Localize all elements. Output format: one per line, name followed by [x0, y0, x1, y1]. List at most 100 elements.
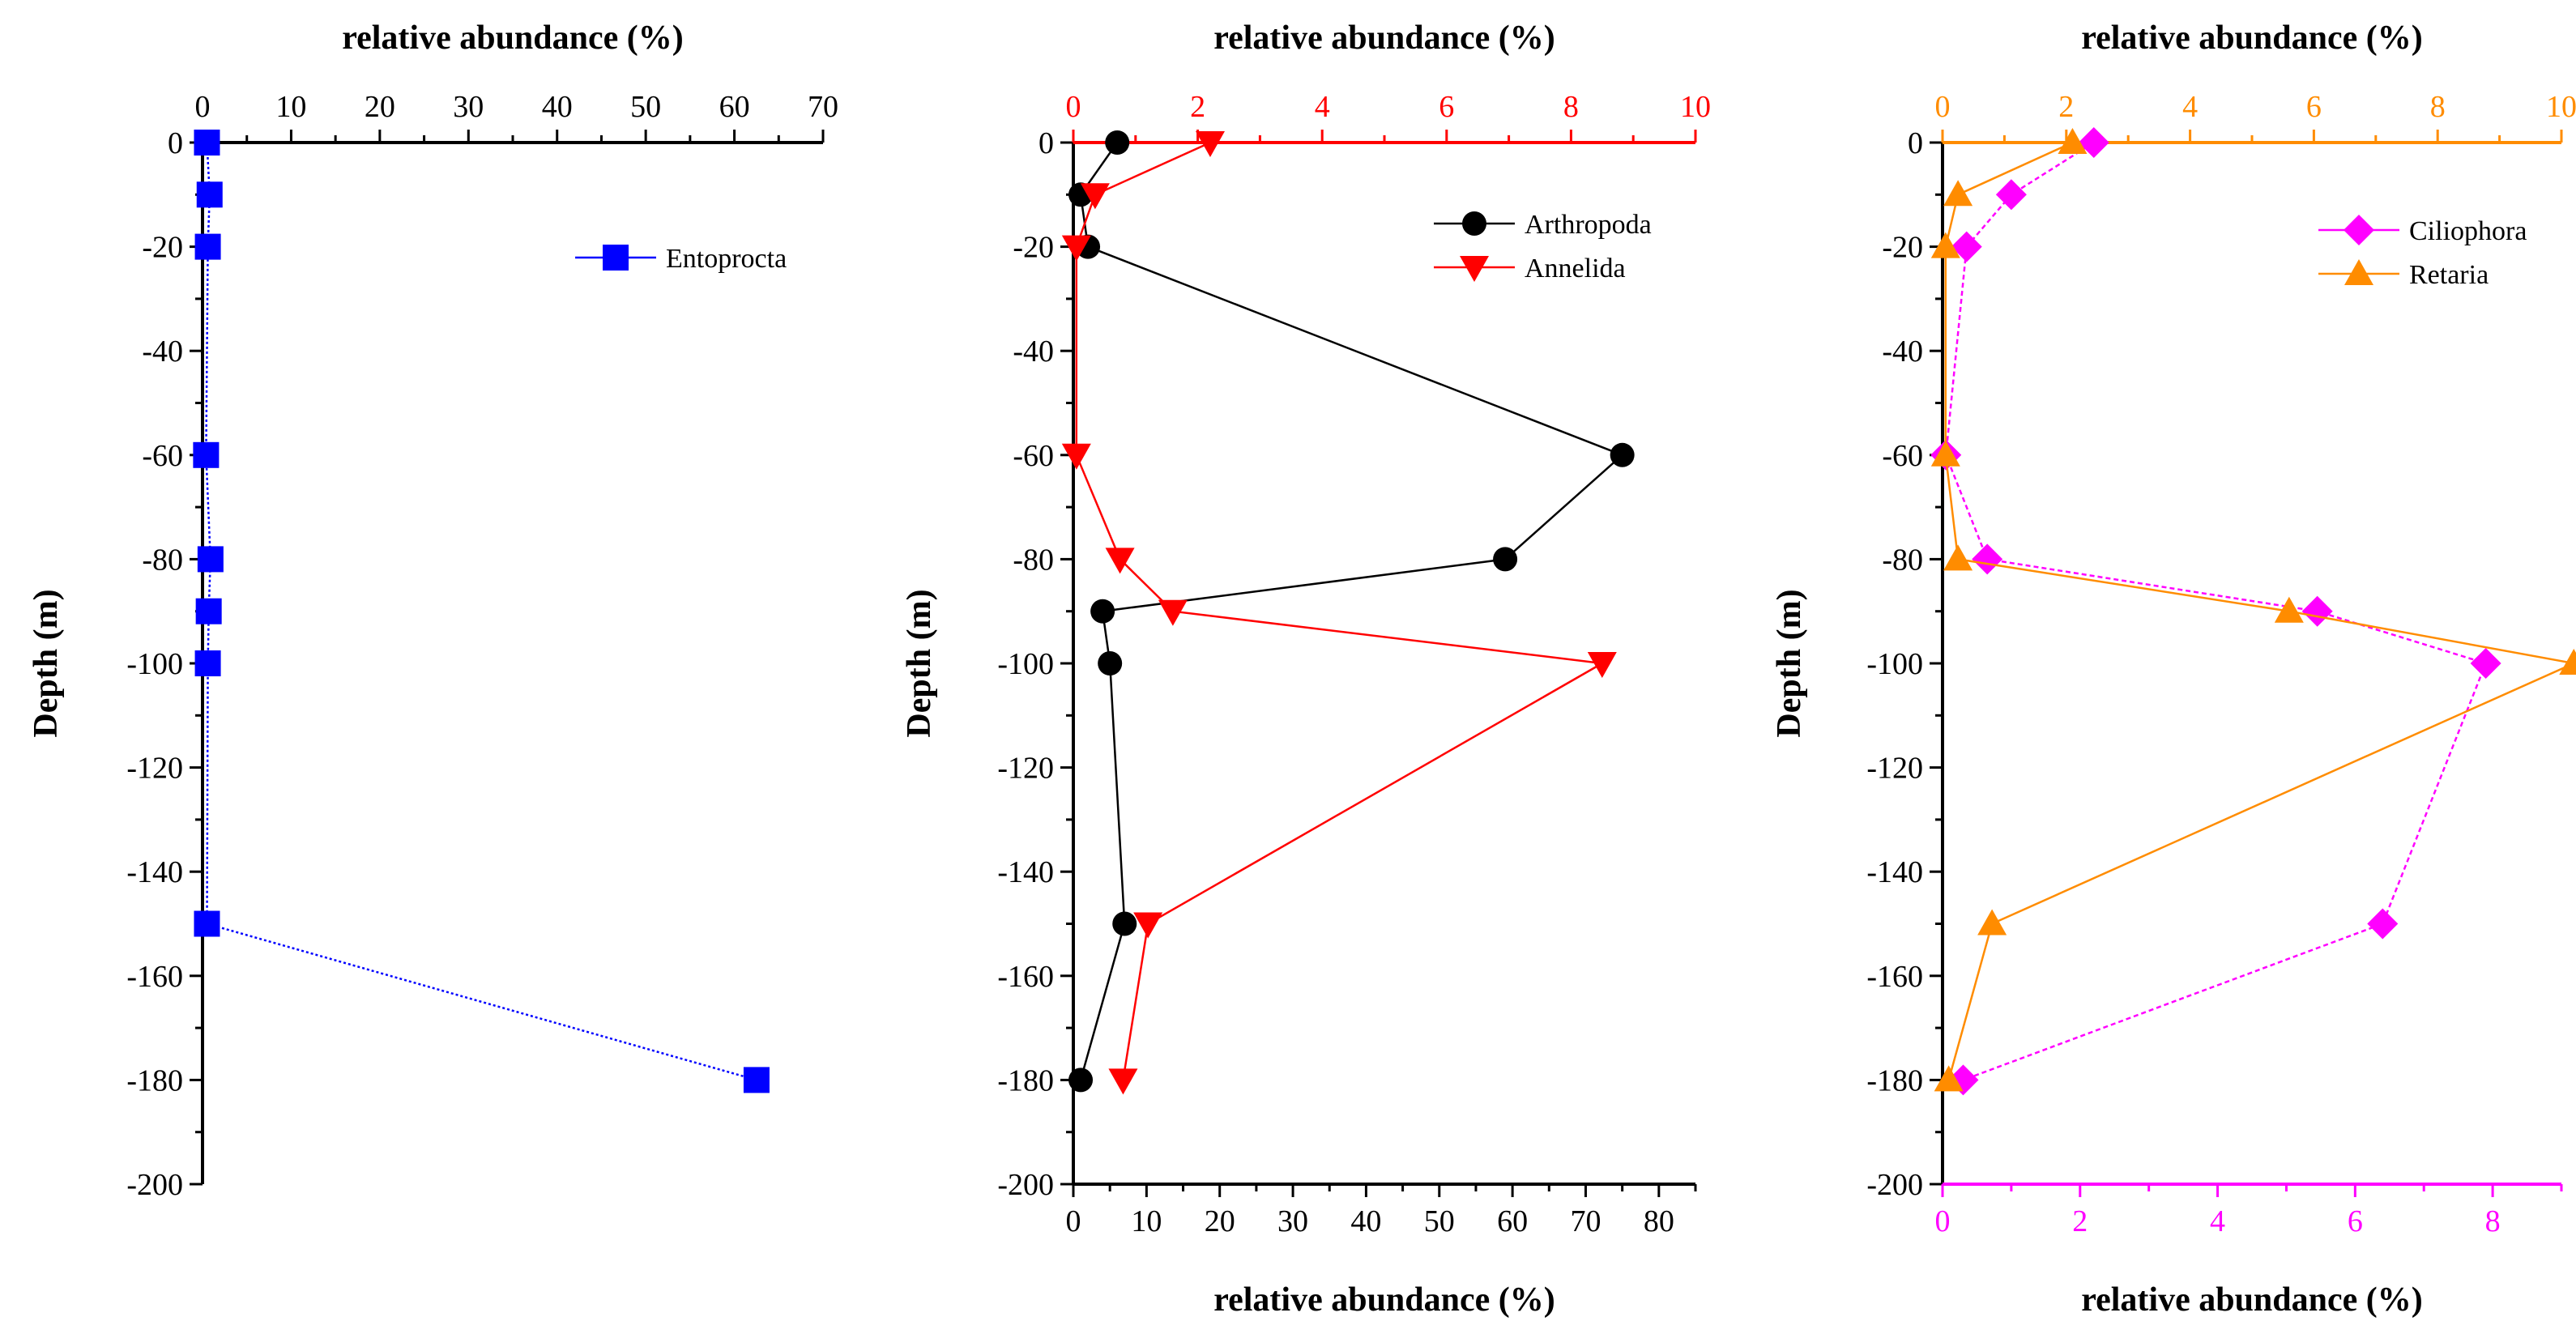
data-point-arthropoda	[1112, 911, 1137, 936]
top-tick-label: 6	[2306, 90, 2322, 124]
y-tick-label: -40	[142, 335, 183, 369]
data-point-retaria	[2559, 649, 2576, 675]
y-tick-label: -200	[1866, 1168, 1923, 1202]
y-tick-label: 0	[168, 126, 183, 160]
legend-label: Annelida	[1525, 254, 1626, 283]
top-tick-label: 4	[1315, 90, 1330, 124]
bottom-tick-label: 10	[1131, 1204, 1162, 1238]
bottom-tick-label: 0	[1935, 1204, 1951, 1238]
top-tick-label: 10	[275, 90, 306, 124]
bottom-tick-label: 80	[1644, 1204, 1674, 1238]
bottom-tick-label: 70	[1570, 1204, 1601, 1238]
data-point-entoprocta	[194, 910, 220, 937]
top-tick-label: 4	[2182, 90, 2198, 124]
data-point-retaria	[1930, 440, 1960, 467]
top-tick-label: 20	[365, 90, 395, 124]
y-tick-label: -20	[1013, 231, 1054, 265]
y-tick-label: -180	[1866, 1063, 1923, 1097]
legend-label: Ciliophora	[2409, 216, 2527, 246]
panel-arthropoda-annelida: 0 -20 -40 -60 -80 -100 -120 -140 -160 -180 -200 Dep…	[901, 19, 1711, 1319]
y-tick-label: -160	[1866, 960, 1923, 994]
series-arthropoda	[1068, 130, 1635, 1093]
series-annelida	[1061, 131, 1617, 1095]
data-point-entoprocta	[194, 130, 220, 156]
top-tick-label: 10	[1680, 90, 1711, 124]
top-axis-title: relative abundance (%)	[342, 19, 684, 57]
legend-marker	[1460, 256, 1489, 282]
top-tick-label: 8	[1563, 90, 1579, 124]
bottom-axis-title: relative abundance (%)	[1213, 1281, 1555, 1319]
y-axis-title: Depth (m)	[1771, 589, 1808, 737]
data-point-retaria	[1934, 1065, 1964, 1092]
bottom-tick-label: 40	[1350, 1204, 1381, 1238]
legend-marker	[2344, 215, 2374, 245]
y-tick-label: -20	[142, 231, 183, 265]
y-tick-label: -80	[142, 543, 183, 577]
y-tick-label: -140	[997, 855, 1054, 889]
data-point-ciliophora	[1972, 543, 2003, 575]
y-tick-label: -120	[997, 752, 1054, 786]
y-tick-label: -100	[1866, 647, 1923, 681]
y-tick-label: -180	[126, 1063, 183, 1097]
data-point-retaria	[1943, 180, 1973, 207]
y-tick-label: -40	[1882, 335, 1923, 369]
bottom-tick-label: 30	[1277, 1204, 1308, 1238]
y-tick-label: -20	[1882, 231, 1923, 265]
legend-item-entoprocta: Entoprocta	[575, 244, 787, 274]
data-point-annelida	[1061, 443, 1091, 470]
legend-label: Retaria	[2409, 260, 2489, 290]
y-tick-label: -80	[1882, 543, 1923, 577]
top-tick-label: 60	[719, 90, 750, 124]
y-tick-label: -100	[126, 647, 183, 681]
data-point-arthropoda	[1098, 651, 1123, 676]
y-tick-label: -140	[126, 855, 183, 889]
top-tick-label: 6	[1439, 90, 1454, 124]
data-point-entoprocta	[194, 650, 221, 676]
data-point-arthropoda	[1090, 599, 1115, 624]
top-tick-label: 10	[2546, 90, 2576, 124]
data-point-annelida	[1133, 912, 1163, 939]
series-entoprocta	[193, 130, 770, 1093]
data-point-entoprocta	[196, 181, 223, 208]
y-tick-label: 0	[1039, 126, 1054, 160]
legend-item-annelida: Annelida	[1434, 254, 1626, 283]
y-tick-label: -140	[1866, 855, 1923, 889]
data-point-ciliophora	[2078, 127, 2109, 158]
data-point-annelida	[1080, 183, 1110, 210]
series-line-annelida	[1075, 141, 1606, 1080]
top-tick-label: 50	[630, 90, 661, 124]
top-tick-label: 8	[2430, 90, 2446, 124]
top-tick-label: 2	[1190, 90, 1205, 124]
series-retaria	[1930, 128, 2576, 1092]
y-tick-label: -100	[997, 647, 1054, 681]
data-point-retaria	[1943, 544, 1973, 571]
top-tick-label: 0	[1066, 90, 1081, 124]
data-point-ciliophora	[2301, 595, 2333, 627]
top-tick-label: 40	[542, 90, 573, 124]
legend-marker	[1462, 211, 1486, 236]
panel-entoprocta: 0 -20 -40 -60 -80 -100 -120 -140 -160 -180 -200 Dep…	[28, 19, 838, 1202]
bottom-tick-label: 0	[1066, 1204, 1081, 1238]
panel-ciliophora-retaria: 0 -20 -40 -60 -80 -100 -120 -140 -160 -180 -200 Dep…	[1771, 19, 2576, 1319]
data-point-ciliophora	[1995, 179, 2027, 211]
legend-label: Entoprocta	[666, 244, 787, 274]
bottom-tick-label: 8	[2485, 1204, 2501, 1238]
y-tick-label: -200	[126, 1168, 183, 1202]
data-point-annelida	[1158, 599, 1188, 626]
data-point-annelida	[1061, 235, 1091, 262]
top-tick-label: 0	[1935, 90, 1951, 124]
bottom-tick-label: 2	[2072, 1204, 2088, 1238]
legend-marker	[603, 245, 629, 271]
data-point-annelida	[1195, 131, 1225, 157]
y-tick-label: -160	[997, 960, 1054, 994]
data-point-annelida	[1108, 1068, 1138, 1095]
y-tick-label: -160	[126, 960, 183, 994]
y-tick-label: -40	[1013, 335, 1054, 369]
top-tick-label: 30	[453, 90, 484, 124]
data-point-retaria	[1977, 909, 2007, 936]
data-point-entoprocta	[194, 233, 221, 260]
data-point-retaria	[2058, 128, 2088, 154]
legend-label: Arthropoda	[1525, 210, 1652, 240]
top-axis-title: relative abundance (%)	[1213, 19, 1555, 57]
data-point-arthropoda	[1493, 547, 1518, 572]
